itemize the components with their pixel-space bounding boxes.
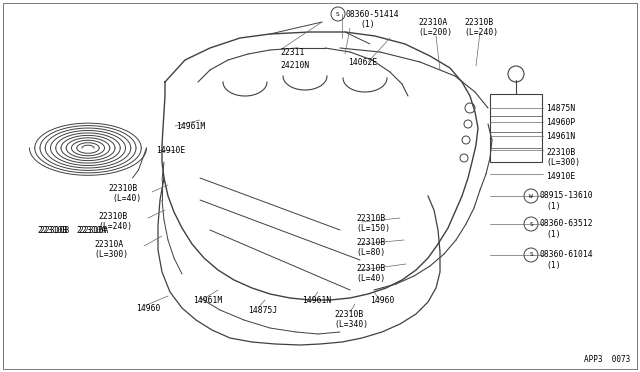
Text: 22310A: 22310A <box>418 18 447 27</box>
Bar <box>490 94 542 162</box>
Text: 14961M: 14961M <box>176 122 205 131</box>
Text: (1): (1) <box>360 20 374 29</box>
Text: 14910E: 14910E <box>156 146 185 155</box>
Text: (L=240): (L=240) <box>464 28 498 37</box>
Text: (L=200): (L=200) <box>418 28 452 37</box>
Text: 22310B: 22310B <box>108 184 137 193</box>
Text: 08360-63512: 08360-63512 <box>540 219 594 228</box>
Text: APP3  0073: APP3 0073 <box>584 355 630 364</box>
Text: 22311: 22311 <box>280 48 305 57</box>
Text: S: S <box>336 12 340 16</box>
Text: 14961N: 14961N <box>302 296 332 305</box>
Text: 22310B  22310A: 22310B 22310A <box>38 226 106 235</box>
Text: (1): (1) <box>546 261 561 270</box>
Text: 14875N: 14875N <box>546 104 575 113</box>
Text: 14062E: 14062E <box>348 58 377 67</box>
Text: 14910E: 14910E <box>546 172 575 181</box>
Text: 14961N: 14961N <box>546 132 575 141</box>
Text: S: S <box>529 221 533 227</box>
Text: 22310B: 22310B <box>356 264 385 273</box>
Text: 22310B: 22310B <box>464 18 493 27</box>
Text: (L=340): (L=340) <box>334 320 368 329</box>
Text: 22310B: 22310B <box>98 212 127 221</box>
Text: 14875J: 14875J <box>248 306 277 315</box>
Text: 14960: 14960 <box>370 296 394 305</box>
Text: S: S <box>529 253 533 257</box>
Text: (L=40): (L=40) <box>356 274 385 283</box>
Text: (L=80): (L=80) <box>356 248 385 257</box>
Text: (1): (1) <box>546 202 561 211</box>
Text: 22310B: 22310B <box>356 214 385 223</box>
Text: 14961M: 14961M <box>193 296 222 305</box>
Text: 14960P: 14960P <box>546 118 575 127</box>
Text: 22310B  22310A: 22310B 22310A <box>40 226 108 235</box>
Text: 22310B: 22310B <box>546 148 575 157</box>
Text: 22310B: 22310B <box>334 310 364 319</box>
Text: (L=240): (L=240) <box>98 222 132 231</box>
Text: 24210N: 24210N <box>280 61 309 70</box>
Text: (1): (1) <box>546 230 561 239</box>
Text: 08360-51414: 08360-51414 <box>346 10 399 19</box>
Text: 22310A: 22310A <box>94 240 124 249</box>
Text: (L=300): (L=300) <box>546 158 580 167</box>
Text: (L=150): (L=150) <box>356 224 390 233</box>
Text: W: W <box>529 193 533 199</box>
Text: (L=40): (L=40) <box>112 194 141 203</box>
Text: 22310B: 22310B <box>356 238 385 247</box>
Text: 08360-61014: 08360-61014 <box>540 250 594 259</box>
Text: 14960: 14960 <box>136 304 161 313</box>
Text: 08915-13610: 08915-13610 <box>540 191 594 200</box>
Text: (L=300): (L=300) <box>94 250 128 259</box>
